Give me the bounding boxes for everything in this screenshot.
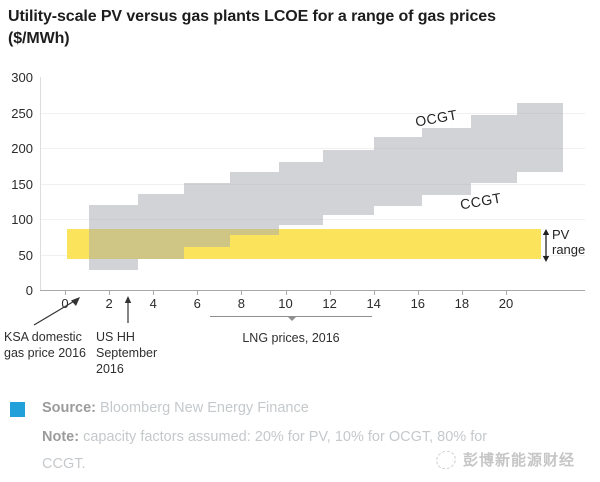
x-axis-line [40,290,585,291]
ksa-annotation: KSA domestic gas price 2016 [4,330,87,360]
gas-range-bar [373,137,423,206]
lcoe-chart: 0 50 100 150 200 250 300 0 2 4 6 8 10 12 14 16 18 20 OCG… [0,60,600,376]
lng-annotation: LNG prices, 2016 [242,331,340,345]
gridline [40,148,585,149]
y-tick-label: 200 [11,141,33,156]
note-line: Note: capacity factors assumed: 20% for … [42,424,498,478]
gas-range-bar [322,150,374,216]
ocgt-series-label: OCGT [413,106,459,130]
gas-range-bar [184,182,231,247]
gas-range-bar [422,128,471,195]
pv-range-arrow-icon [542,229,550,262]
y-tick-label: 150 [11,176,33,192]
x-tick-label: 20 [498,296,514,311]
x-tick-mark [109,291,111,295]
watermark-text: 彭博新能源财经 [463,452,576,469]
gas-range-bar [89,204,138,271]
y-axis-line [40,77,41,290]
chart-title-line1: Utility-scale PV versus gas plants LCOE … [8,8,496,25]
gas-range-bar [137,194,185,259]
bnef-logo-icon [433,447,459,472]
x-tick-label: 8 [237,296,245,311]
x-tick-label: 4 [149,296,157,311]
ksa-arrow-icon [33,297,80,326]
x-tick-mark [241,291,243,295]
gas-range-bar [517,103,564,173]
lng-bracket [210,316,372,322]
watermark: 彭博新能源财经 [433,447,576,472]
source-bullet-square [10,402,25,417]
x-tick-mark [506,291,507,295]
source-text: Bloomberg New Energy Finance [100,400,309,416]
y-tick-label: 0 [25,283,33,298]
y-tick-label: 250 [11,105,33,121]
gas-range-bar [230,172,279,235]
y-tick-label: 300 [11,70,33,85]
us-hh-arrow-icon [124,296,132,323]
note-text: capacity factors assumed: 20% for PV, 10… [42,429,488,472]
x-tick-label: 12 [322,296,337,311]
x-tick-mark [285,291,287,295]
gas-range-bar [470,115,518,184]
source-label: Source: [42,400,96,416]
x-tick-label: 2 [105,296,113,311]
source-line: Source: Bloomberg New Energy Finance [42,400,309,416]
x-tick-label: 6 [193,296,201,311]
note-label: Note: [42,429,80,445]
x-tick-label: 10 [278,296,293,311]
x-tick-mark [153,291,155,295]
gas-range-bar [278,162,323,225]
chart-title-line2: ($/MWh) [8,30,70,48]
x-tick-label: 14 [366,296,381,311]
us-hh-annotation: US HH September 2016 [96,330,158,376]
x-tick-mark [417,291,419,295]
x-tick-mark [65,291,66,295]
chart-title: Utility-scale PV versus gas plants LCOE … [8,6,592,51]
x-tick-mark [197,291,199,295]
y-tick-label: 50 [18,247,33,263]
y-tick-label: 100 [11,212,33,227]
x-tick-mark [329,291,331,295]
x-tick-label: 0 [61,296,69,311]
x-tick-mark [461,291,463,295]
x-tick-label: 18 [454,296,470,311]
pv-range-label: PV range [552,227,586,257]
x-tick-label: 16 [410,296,426,311]
gridline [40,112,585,114]
x-tick-mark [373,291,375,295]
